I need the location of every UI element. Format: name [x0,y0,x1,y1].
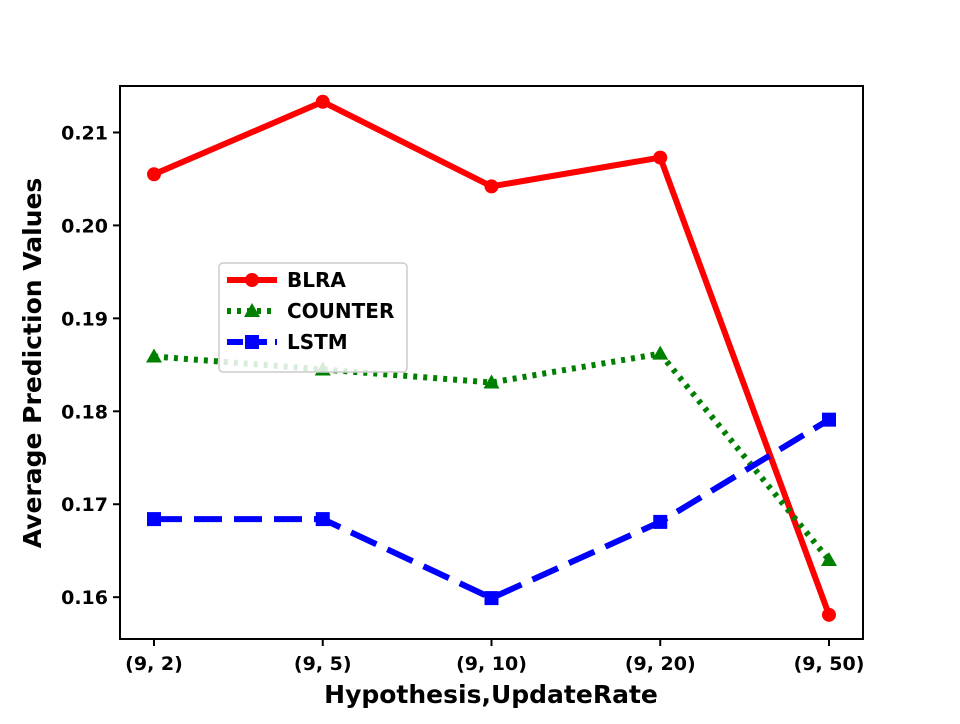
data-point-lstm [147,512,161,527]
data-point-blra [484,179,499,194]
legend-marker-blra [245,273,259,287]
data-point-counter [821,552,837,566]
legend-marker-counter [244,303,260,317]
y-tick-label: 0.16 [61,587,108,609]
y-tick-label: 0.21 [61,122,108,144]
series-line-lstm [154,417,831,602]
data-point-counter [146,348,162,363]
legend: BLRA COUNTER LSTM [218,262,408,373]
x-tick-label: (9, 20) [625,653,696,675]
y-tick-label: 0.18 [61,401,108,423]
x-axis-ticks: (9, 2) (9, 5) (9, 10) (9, 20) (9, 50) [125,639,864,675]
legend-label-counter: COUNTER [287,299,394,323]
data-point-lstm [315,512,330,527]
legend-marker-lstm [245,335,259,349]
y-axis-label: Average Prediction Values [18,178,47,549]
x-tick-label: (9, 10) [456,653,527,675]
y-tick-label: 0.19 [61,308,108,330]
data-point-blra [147,167,161,182]
y-tick-label: 0.20 [61,215,108,237]
legend-label-blra: BLRA [287,268,346,292]
data-point-lstm [653,514,668,529]
data-point-blra [315,94,330,109]
x-tick-label: (9, 50) [794,653,865,675]
x-tick-label: (9, 5) [294,653,352,675]
legend-label-lstm: LSTM [287,330,348,354]
data-point-counter [483,374,500,389]
y-axis-ticks: 0.16 0.17 0.18 0.19 0.20 0.21 [61,122,120,609]
y-tick-label: 0.17 [61,494,108,516]
data-point-lstm [822,412,836,427]
x-tick-label: (9, 2) [125,653,183,675]
data-point-blra [822,607,836,622]
data-point-counter [652,345,669,360]
data-point-lstm [484,591,499,606]
x-axis-label: Hypothesis,UpdateRate [324,680,658,709]
data-point-blra [653,150,668,165]
